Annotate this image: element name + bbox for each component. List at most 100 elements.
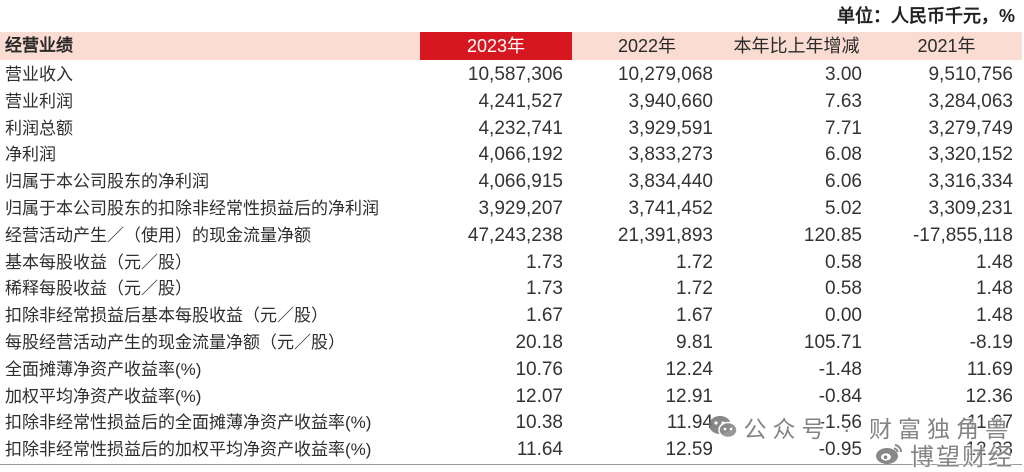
row-label: 营业收入 xyxy=(5,65,73,84)
value-2021: 12.33 xyxy=(965,439,1013,461)
value-yoy-change: 6.08 xyxy=(825,144,862,166)
value-2023: 4,066,192 xyxy=(478,144,563,166)
value-2021: 3,284,063 xyxy=(928,90,1013,112)
value-2021: 3,316,334 xyxy=(928,171,1013,193)
header-2022: 2022年 xyxy=(617,36,677,56)
value-yoy-change: 0.58 xyxy=(825,278,862,300)
wechat-icon xyxy=(708,416,738,439)
row-label: 营业利润 xyxy=(5,91,73,111)
value-2022: 9.81 xyxy=(676,331,713,353)
table-row: 稀释每股收益（元／股） 1.73 1.72 0.58 1.48 xyxy=(0,276,1022,303)
value-2023: 20.18 xyxy=(515,331,563,353)
value-yoy-change: 0.58 xyxy=(825,251,862,273)
value-2021: 11.67 xyxy=(966,412,1013,434)
table-row: 营业利润 4,241,527 3,940,660 7.63 3,284,063 xyxy=(0,89,1022,116)
value-2022: 3,834,440 xyxy=(628,171,713,193)
row-label: 全面摊薄净资产收益率(%) xyxy=(5,359,202,379)
value-2021: 9,510,756 xyxy=(928,64,1013,85)
value-yoy-change: -1.48 xyxy=(818,358,862,380)
table-row: 营业收入 10,587,306 10,279,068 3.00 9,510,75… xyxy=(0,62,1022,89)
value-yoy-change: 120.85 xyxy=(803,224,862,246)
table-row: 利润总额 4,232,741 3,929,591 7.71 3,279,749 xyxy=(0,116,1022,143)
value-2021: 3,320,152 xyxy=(928,144,1013,166)
value-yoy-change: 7.63 xyxy=(825,90,862,112)
row-label: 加权平均净资产收益率(%) xyxy=(5,386,202,406)
wechat-watermark-text: 公众号 · 财富独角兽 xyxy=(743,416,1014,442)
value-yoy-change: 105.71 xyxy=(803,331,862,353)
value-2023: 10,587,306 xyxy=(467,64,563,85)
value-yoy-change: 5.02 xyxy=(825,197,862,219)
weibo-icon xyxy=(876,444,903,464)
table-row: 扣除非经常性损益后的全面摊薄净资产收益率(%) 10.38 11.94 -1.5… xyxy=(0,410,1022,437)
weibo-watermark-text: 博望财经 xyxy=(910,443,1014,471)
value-2022: 1.72 xyxy=(676,278,713,300)
value-yoy-change: 3.00 xyxy=(825,64,862,85)
value-2022: 12.91 xyxy=(665,385,713,407)
value-2021: -8.19 xyxy=(969,331,1013,353)
value-2022: 10,279,068 xyxy=(617,64,713,85)
table-row: 归属于本公司股东的净利润 4,066,915 3,834,440 6.06 3,… xyxy=(0,169,1022,196)
table-row: 归属于本公司股东的扣除非经常性损益后的净利润 3,929,207 3,741,4… xyxy=(0,196,1022,223)
row-label: 扣除非经常性损益后的全面摊薄净资产收益率(%) xyxy=(5,413,372,433)
unit-note: 单位：人民币千元，% xyxy=(836,6,1015,26)
table-body: 营业收入 10,587,306 10,279,068 3.00 9,510,75… xyxy=(0,62,1022,465)
value-yoy-change: -0.95 xyxy=(818,439,862,461)
value-2021: 3,279,749 xyxy=(928,117,1013,139)
table-row: 经营活动产生／（使用）的现金流量净额 47,243,238 21,391,893… xyxy=(0,223,1022,250)
row-label: 经营活动产生／（使用）的现金流量净额 xyxy=(5,225,311,245)
table-row: 扣除非经常性损益后的加权平均净资产收益率(%) 11.64 12.59 -0.9… xyxy=(0,437,1022,464)
value-2022: 3,741,452 xyxy=(628,197,713,219)
row-label: 扣除非经常性损益后的加权平均净资产收益率(%) xyxy=(5,440,372,460)
value-2023: 1.73 xyxy=(526,251,563,273)
value-yoy-change: 0.00 xyxy=(825,305,862,327)
weibo-watermark: 博望财经 xyxy=(874,440,1014,471)
row-label: 归属于本公司股东的扣除非经常性损益后的净利润 xyxy=(5,198,379,218)
row-label: 扣除非经常损益后基本每股收益（元／股） xyxy=(5,306,328,326)
value-2021: 3,309,231 xyxy=(928,197,1013,219)
value-2023: 12.07 xyxy=(515,385,563,407)
value-2021: 12.36 xyxy=(965,385,1013,407)
value-2023: 4,232,741 xyxy=(478,117,563,139)
row-label: 基本每股收益（元／股） xyxy=(5,252,192,272)
row-label: 利润总额 xyxy=(5,118,73,138)
value-2022: 3,940,660 xyxy=(628,90,713,112)
header-operating-results: 经营业绩 xyxy=(5,36,73,55)
row-label: 净利润 xyxy=(5,145,56,165)
row-label: 归属于本公司股东的净利润 xyxy=(5,172,209,192)
value-2021: 1.48 xyxy=(976,305,1013,327)
table-row: 净利润 4,066,192 3,833,273 6.08 3,320,152 xyxy=(0,142,1022,169)
wechat-watermark: 公众号 · 财富独角兽 xyxy=(708,413,1014,442)
value-yoy-change: 6.06 xyxy=(825,171,862,193)
value-2022: 3,833,273 xyxy=(628,144,713,166)
value-2023: 47,243,238 xyxy=(467,224,563,246)
row-label: 每股经营活动产生的现金流量净额（元／股） xyxy=(5,332,345,352)
value-2021: -17,855,118 xyxy=(912,224,1013,246)
header-yoy-change: 本年比上年增减 xyxy=(733,36,860,56)
value-2023: 4,066,915 xyxy=(478,171,563,193)
table-row: 扣除非经常损益后基本每股收益（元／股） 1.67 1.67 0.00 1.48 xyxy=(0,303,1022,330)
value-2023: 1.67 xyxy=(526,305,563,327)
value-2023: 10.38 xyxy=(515,412,563,434)
table-row: 每股经营活动产生的现金流量净额（元／股） 20.18 9.81 105.71 -… xyxy=(0,330,1022,357)
row-label: 稀释每股收益（元／股） xyxy=(5,279,192,299)
financial-results-table: 经营业绩 2023年 2022年 本年比上年增减 2021年 营业收入 10,5… xyxy=(0,32,1022,465)
value-yoy-change: 7.71 xyxy=(825,117,862,139)
value-yoy-change: -0.84 xyxy=(818,385,862,407)
table-row: 基本每股收益（元／股） 1.73 1.72 0.58 1.48 xyxy=(0,250,1022,277)
value-2023: 4,241,527 xyxy=(478,90,563,112)
value-2022: 1.67 xyxy=(676,305,713,327)
header-2023: 2023年 xyxy=(420,32,572,60)
value-2021: 1.48 xyxy=(976,251,1013,273)
value-2022: 1.72 xyxy=(676,251,713,273)
value-2022: 3,929,591 xyxy=(628,117,713,139)
value-2023: 3,929,207 xyxy=(478,197,563,219)
value-2022: 21,391,893 xyxy=(617,224,713,246)
value-2021: 11.69 xyxy=(966,358,1013,380)
value-2021: 1.48 xyxy=(976,278,1013,300)
table-row: 全面摊薄净资产收益率(%) 10.76 12.24 -1.48 11.69 xyxy=(0,357,1022,384)
table-header-row: 经营业绩 2023年 2022年 本年比上年增减 2021年 xyxy=(0,32,1022,60)
value-yoy-change: -1.56 xyxy=(818,412,862,434)
header-2021: 2021年 xyxy=(917,36,976,56)
value-2022: 12.24 xyxy=(665,358,713,380)
value-2022: 11.94 xyxy=(666,412,713,434)
